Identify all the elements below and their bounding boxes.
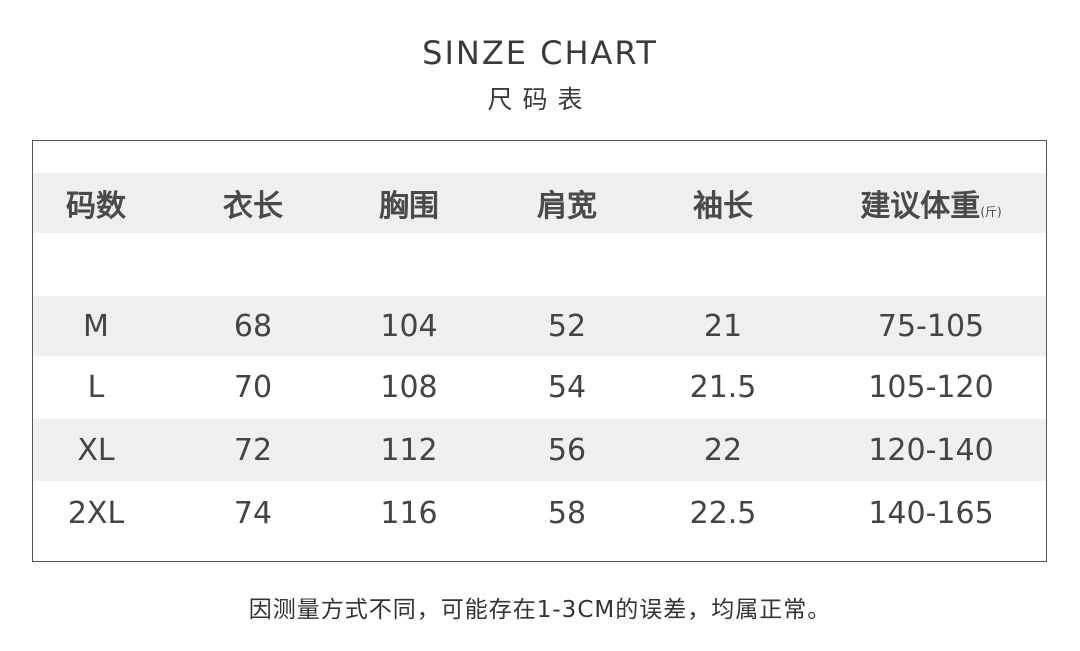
- cell-shoulder: 52: [547, 308, 587, 344]
- cell-sleeve: 21: [703, 308, 743, 344]
- cell-length: 74: [233, 496, 273, 531]
- cell-weight: 75-105: [877, 308, 985, 344]
- chart-title: SINZE CHART: [422, 34, 658, 72]
- cell-weight: 105-120: [868, 370, 994, 405]
- header-size: 码数: [66, 189, 126, 224]
- cell-length: 72: [233, 432, 273, 468]
- cell-length: 68: [233, 308, 273, 344]
- header-weight: 建议体重(斤): [860, 181, 1001, 225]
- header-chest: 胸围: [379, 189, 439, 224]
- cell-size: XL: [77, 432, 115, 468]
- cell-length: 70: [233, 370, 273, 405]
- cell-size: M: [83, 308, 109, 344]
- cell-chest: 116: [380, 496, 438, 531]
- cell-shoulder: 54: [547, 370, 587, 405]
- cell-shoulder: 58: [547, 496, 587, 531]
- cell-sleeve: 22: [703, 432, 743, 468]
- header-sleeve: 袖长: [693, 189, 753, 224]
- table-row: M 68 104 52 21 75-105: [33, 296, 1046, 356]
- table-header: 码数 衣长 胸围 肩宽 袖长 建议体重(斤): [33, 173, 1046, 233]
- cell-chest: 104: [380, 308, 438, 344]
- header-shoulder: 肩宽: [537, 189, 597, 224]
- cell-size: 2XL: [67, 496, 125, 531]
- cell-chest: 112: [380, 432, 438, 468]
- chart-subtitle: 尺码表: [487, 85, 593, 114]
- header-length: 衣长: [223, 189, 283, 224]
- size-table: 码数 衣长 胸围 肩宽 袖长 建议体重(斤) M 68 104 52 21 75-105 L…: [32, 140, 1047, 562]
- cell-size: L: [87, 370, 105, 405]
- cell-chest: 108: [380, 370, 438, 405]
- weight-unit: (斤): [980, 205, 1002, 219]
- table-row: L 70 108 54 21.5 105-120: [33, 356, 1046, 419]
- cell-sleeve: 22.5: [689, 496, 757, 531]
- table-row: 2XL 74 116 58 22.5 140-165: [33, 481, 1046, 546]
- cell-weight: 140-165: [868, 496, 994, 531]
- measurement-note: 因测量方式不同，可能存在1-3CM的误差，均属正常。: [248, 597, 832, 623]
- cell-weight: 120-140: [868, 432, 994, 468]
- table-row: XL 72 112 56 22 120-140: [33, 419, 1046, 481]
- cell-shoulder: 56: [547, 432, 587, 468]
- header-weight-label: 建议体重: [860, 189, 981, 224]
- cell-sleeve: 21.5: [689, 370, 757, 405]
